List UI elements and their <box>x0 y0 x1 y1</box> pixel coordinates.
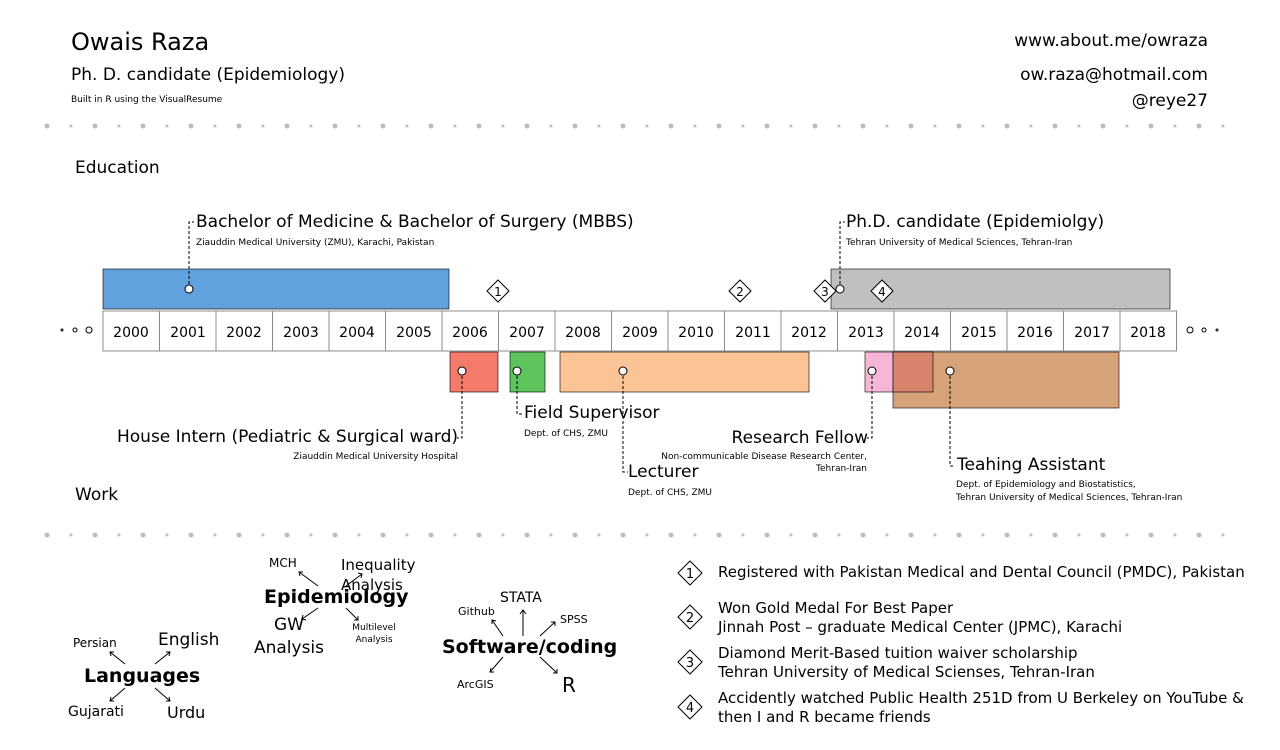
work-bar-house-intern <box>449 351 499 393</box>
edu-mbbs-institution: Ziauddin Medical University (ZMU), Karac… <box>196 238 435 248</box>
milestone-diamond-icon <box>728 279 752 303</box>
edu-phd-institution: Tehran University of Medical Sciences, T… <box>846 238 1073 248</box>
year-label: 2016 <box>1017 325 1053 341</box>
year-label: 2012 <box>791 325 827 341</box>
skill-spss: SPSS <box>560 613 588 626</box>
work-field-supervisor-title: Field Supervisor <box>524 403 660 423</box>
milestone-legend-icons <box>677 560 703 720</box>
year-label: 2015 <box>961 325 997 341</box>
year-label: 2003 <box>283 325 319 341</box>
year-label: 2018 <box>1130 325 1166 341</box>
skill-english: English <box>158 630 220 650</box>
skill-arrows <box>109 571 558 702</box>
milestone-1-text: Registered with Pakistan Medical and Den… <box>718 563 1245 581</box>
work-research-fellow-location: Tehran-Iran <box>816 464 867 474</box>
work-lecturer-title: Lecturer <box>628 462 699 482</box>
event-markers <box>184 284 955 376</box>
work-bar-lecturer <box>559 351 810 393</box>
work-teaching-assistant-title: Teahing Assistant <box>957 455 1106 475</box>
year-label: 2001 <box>170 325 206 341</box>
milestone-3-line2: Tehran University of Medical Scienses, T… <box>718 663 1095 681</box>
year-label: 2014 <box>904 325 940 341</box>
work-lecturer-org: Dept. of CHS, ZMU <box>628 488 712 498</box>
work-house-intern-org: Ziauddin Medical University Hospital <box>293 452 458 462</box>
year-label: 2013 <box>848 325 884 341</box>
work-bar-field-supervisor <box>509 351 546 393</box>
year-axis <box>102 310 1177 352</box>
work-research-fellow-org: Non-communicable Disease Research Center… <box>661 452 867 462</box>
skill-mch: MCH <box>269 556 297 570</box>
top-dotted-divider <box>44 123 1225 129</box>
skill-center-epidemiology: Epidemiology <box>264 586 409 608</box>
milestone-diamond-icon <box>870 279 894 303</box>
year-label: 2005 <box>396 325 432 341</box>
axis-end-dots <box>60 326 1219 334</box>
work-teaching-assistant-org: Tehran University of Medical Sciences, T… <box>956 493 1183 503</box>
year-label: 2007 <box>509 325 545 341</box>
edu-mbbs-title: Bachelor of Medicine & Bachelor of Surge… <box>196 212 634 232</box>
year-label: 2006 <box>452 325 488 341</box>
year-label: 2011 <box>735 325 771 341</box>
milestone-4-line1: Accidently watched Public Health 251D fr… <box>718 689 1244 707</box>
work-house-intern-title: House Intern (Pediatric & Surgical ward) <box>116 427 458 447</box>
timeline-milestones <box>486 279 894 303</box>
skill-center-software: Software/coding <box>442 636 618 658</box>
work-teaching-assistant-dept: Dept. of Epidemiology and Biostatistics, <box>956 480 1136 490</box>
skill-center-languages: Languages <box>84 665 201 687</box>
milestone-diamond-icon <box>813 279 837 303</box>
email-link[interactable]: ow.raza@hotmail.com <box>1020 65 1208 85</box>
milestone-number: 1 <box>494 285 502 299</box>
milestone-diamond-icon <box>486 279 510 303</box>
skill-multilevel-analysis: Multilevel Analysis <box>352 623 396 645</box>
legend-number: 3 <box>686 656 694 671</box>
person-name: Owais Raza <box>71 28 210 56</box>
work-research-fellow-title: Research Fellow <box>731 428 868 448</box>
milestone-2-line2: Jinnah Post – graduate Medical Center (J… <box>718 618 1123 636</box>
year-label: 2017 <box>1074 325 1110 341</box>
milestone-2-line1: Won Gold Medal For Best Paper <box>718 599 954 617</box>
milestone-diamond-icon <box>677 560 703 586</box>
year-label: 2010 <box>678 325 714 341</box>
skill-inequality-analysis: Inequality Analysis <box>341 556 416 594</box>
milestone-diamond-icon <box>677 604 703 630</box>
year-label: 2004 <box>339 325 375 341</box>
year-label: 2000 <box>113 325 149 341</box>
legend-number: 1 <box>686 567 694 582</box>
milestone-4-line2: then I and R became friends <box>718 708 931 726</box>
leader-lines <box>188 221 955 473</box>
milestone-3-line1: Diamond Merit-Based tuition waiver schol… <box>718 644 1078 662</box>
edu-bar-mbbs <box>102 268 450 310</box>
person-title: Ph. D. candidate (Epidemiology) <box>71 65 345 85</box>
year-label: 2008 <box>565 325 601 341</box>
milestone-diamond-icon <box>677 694 703 720</box>
built-with-note: Built in R using the VisualResume <box>71 95 223 105</box>
milestone-number: 4 <box>878 285 886 299</box>
skill-gw-analysis: GW Analysis <box>253 615 325 658</box>
twitter-handle: @reye27 <box>1131 91 1208 111</box>
skill-gujarati: Gujarati <box>68 704 124 720</box>
work-field-supervisor-org: Dept. of CHS, ZMU <box>524 429 608 439</box>
milestone-number: 2 <box>736 285 744 299</box>
milestone-diamond-icon <box>677 649 703 675</box>
legend-number: 4 <box>686 701 694 716</box>
work-bar-overlap <box>892 351 934 393</box>
year-label: 2009 <box>622 325 658 341</box>
skill-persian: Persian <box>73 636 117 650</box>
bottom-dotted-divider <box>44 532 1225 538</box>
education-heading: Education <box>75 158 160 178</box>
milestone-number: 3 <box>821 285 829 299</box>
legend-number: 2 <box>686 611 694 626</box>
skill-r: R <box>562 673 576 697</box>
year-label: 2002 <box>226 325 262 341</box>
edu-phd-title: Ph.D. candidate (Epidemiolgy) <box>846 212 1105 232</box>
skill-arcgis: ArcGIS <box>457 678 494 691</box>
skill-urdu: Urdu <box>167 703 206 722</box>
skill-stata: STATA <box>500 590 542 606</box>
website-link[interactable]: www.about.me/owraza <box>1014 31 1208 51</box>
skill-github: Github <box>458 605 495 618</box>
work-heading: Work <box>75 485 119 505</box>
